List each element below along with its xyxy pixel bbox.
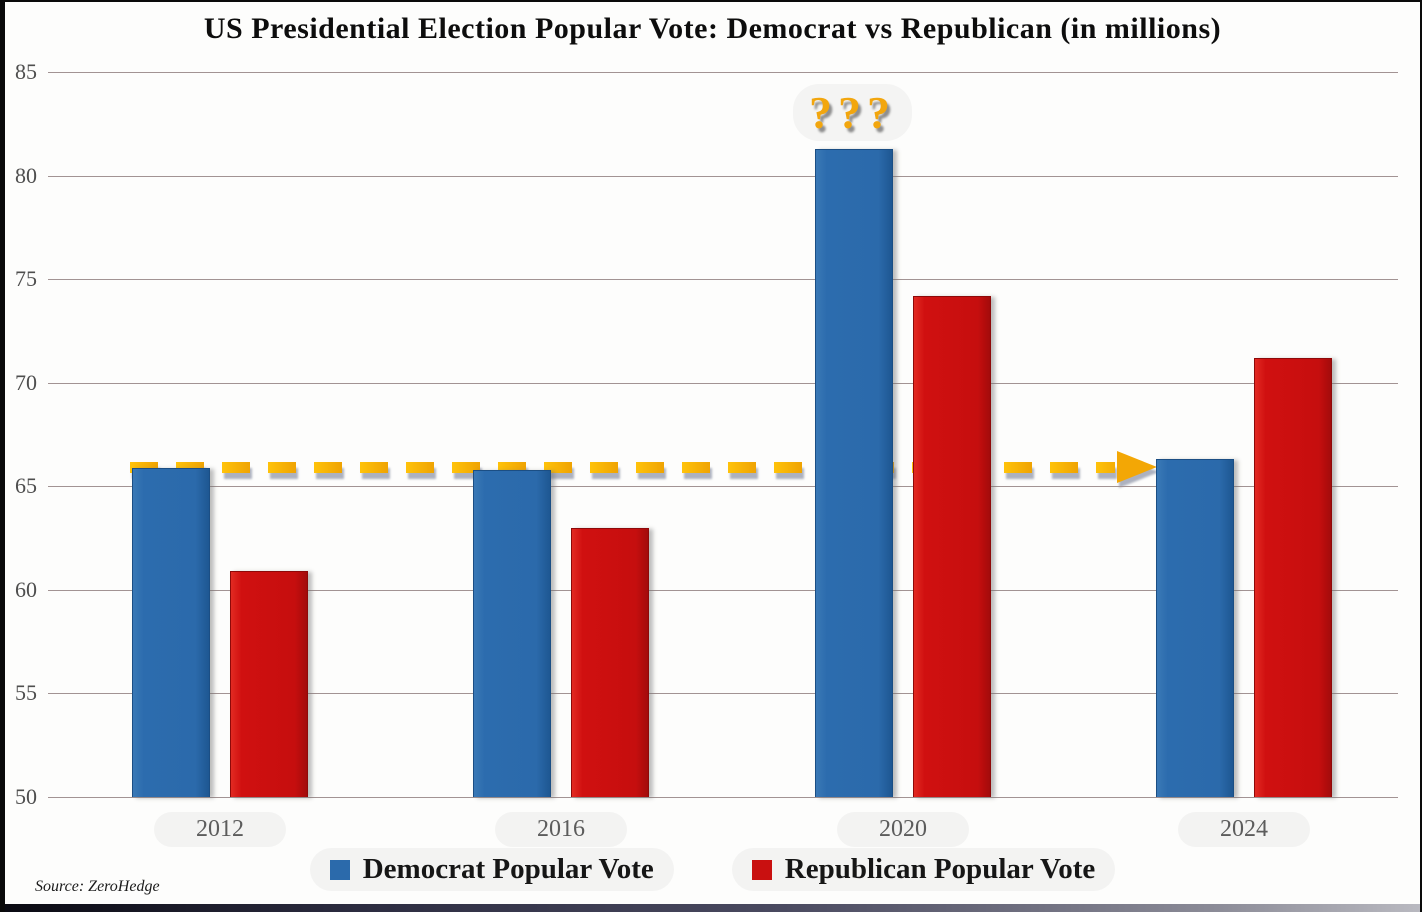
- bar-democrat-2024: [1156, 459, 1234, 797]
- legend-item-republican: Republican Popular Vote: [731, 848, 1116, 891]
- x-axis-label-2024: 2024: [1178, 812, 1310, 847]
- bar-republican-2016: [571, 527, 649, 797]
- legend-label: Democrat Popular Vote: [362, 853, 654, 885]
- y-axis-tick-65: 65: [15, 473, 37, 499]
- democrat-swatch-icon: [329, 859, 350, 880]
- gridline-65: [48, 486, 1398, 488]
- republican-swatch-icon: [751, 859, 772, 880]
- x-axis-label-2016: 2016: [495, 812, 627, 847]
- gridline-55: [48, 693, 1398, 695]
- annotation-question-marks: ???: [793, 84, 912, 141]
- annotation-arrow-head-icon: [1117, 450, 1157, 483]
- x-axis-label-2012: 2012: [154, 812, 286, 847]
- y-axis-tick-85: 85: [15, 59, 37, 84]
- gridline-75: [48, 279, 1398, 281]
- bar-democrat-2012: [132, 467, 210, 797]
- x-axis-label-2020: 2020: [837, 812, 969, 847]
- chart-title: US Presidential Election Popular Vote: D…: [203, 12, 1222, 45]
- y-axis-tick-60: 60: [15, 576, 37, 602]
- gridline-80: [48, 175, 1398, 177]
- source-credit: Source: ZeroHedge: [35, 878, 160, 895]
- y-axis-tick-50: 50: [15, 784, 37, 809]
- y-axis-tick-70: 70: [15, 369, 37, 395]
- legend: Democrat Popular Vote Republican Popular …: [5, 848, 1420, 891]
- annotation-dashed-line: [130, 461, 1115, 473]
- gridline-60: [48, 589, 1398, 591]
- bar-democrat-2020: [815, 148, 893, 797]
- y-axis-tick-75: 75: [15, 266, 37, 292]
- bottom-border-strip: [5, 904, 1420, 912]
- legend-item-democrat: Democrat Popular Vote: [309, 848, 674, 891]
- legend-label: Republican Popular Vote: [784, 853, 1096, 885]
- y-axis-tick-55: 55: [15, 680, 37, 706]
- bar-republican-2024: [1254, 357, 1332, 797]
- gridline-50: [48, 797, 1398, 798]
- bar-democrat-2016: [473, 469, 551, 797]
- y-axis-tick-80: 80: [15, 162, 37, 188]
- gridline-70: [48, 382, 1398, 384]
- gridline-85: [48, 72, 1398, 73]
- bar-republican-2020: [913, 295, 991, 797]
- bar-republican-2012: [230, 571, 308, 797]
